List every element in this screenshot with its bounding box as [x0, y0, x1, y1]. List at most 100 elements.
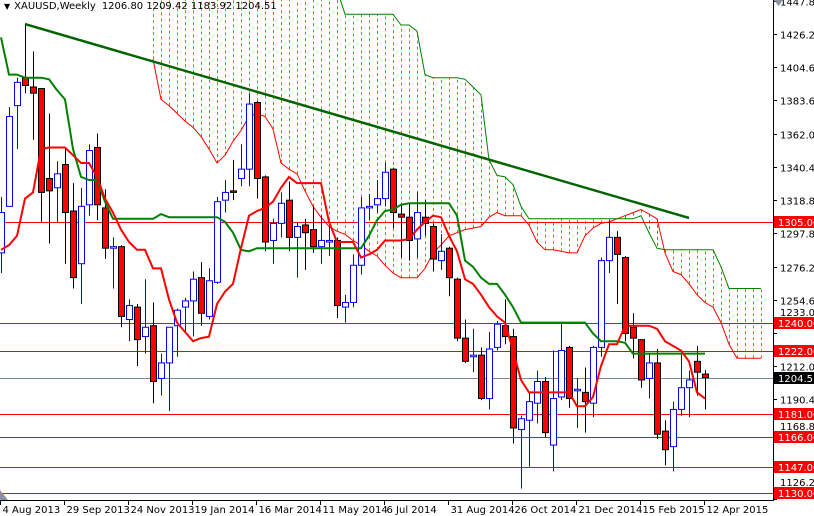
indicator-lines [0, 22, 706, 408]
candle-body [686, 379, 693, 389]
candle-body [342, 301, 349, 308]
bull-candle [158, 353, 165, 396]
price-tick-label: 1276.20 [780, 264, 814, 275]
candle-body [622, 257, 629, 334]
bull-candle [318, 215, 325, 264]
price-tick-label: 1254.60 [780, 297, 814, 308]
time-tick-label: 15 Feb 2015 [643, 505, 705, 516]
candle-body [126, 305, 133, 321]
candle-body [102, 207, 109, 249]
level-price-label: 1130.00 [778, 489, 814, 500]
price-tick-label: 1404.60 [780, 64, 814, 75]
bear-candle [462, 319, 469, 363]
bear-candle [630, 313, 637, 359]
bull-candle [350, 254, 357, 308]
price-tick-label: 1426.20 [780, 31, 814, 42]
ichimoku-cloud [152, 0, 762, 359]
candle-body [278, 202, 285, 224]
bear-candle [46, 113, 53, 244]
price-tick-label: 1340.40 [780, 164, 814, 175]
candle-body [14, 81, 21, 107]
bull-candle [342, 294, 349, 323]
senkou-span-b-line [339, 0, 761, 289]
bear-candle [302, 218, 309, 270]
bear-candle [430, 223, 437, 272]
bull-candle [494, 321, 501, 351]
time-tick-label: 12 Apr 2015 [707, 505, 769, 516]
candle-body [526, 401, 533, 421]
bull-candle [278, 192, 285, 238]
candle-body [598, 260, 605, 348]
bear-candle [638, 339, 645, 388]
candle-body [462, 337, 469, 362]
bear-candle [390, 167, 397, 229]
candle-body [486, 348, 493, 400]
bear-candle [542, 376, 549, 438]
candle-body [222, 191, 229, 201]
price-tick-label: 1297.80 [780, 230, 814, 241]
candle-body [38, 88, 45, 193]
candle-body [70, 210, 77, 279]
candle-body [246, 103, 253, 170]
candle-body [86, 150, 93, 206]
candle-body [510, 336, 517, 429]
candle-body [310, 229, 317, 248]
bull-candle [366, 193, 373, 221]
candle-body [478, 354, 485, 400]
bull-candle [110, 237, 117, 289]
level-price-tag [774, 317, 814, 329]
candle-body [350, 264, 357, 303]
bull-candle [438, 234, 445, 270]
candle-body [470, 354, 477, 358]
chart-shift-marker-icon[interactable] [774, 0, 783, 6]
level-price-label: 1240.00 [778, 319, 814, 330]
bear-candle [22, 23, 29, 94]
bear-candle [30, 51, 37, 140]
bear-candle [478, 347, 485, 401]
price-tick-label: 1168.80 [780, 422, 814, 433]
chart-end-marker-icon[interactable] [0, 490, 8, 500]
bull-candle [670, 401, 677, 472]
candle-body [206, 280, 213, 317]
bull-candle [190, 271, 197, 337]
candle-body [430, 226, 437, 260]
candle-body [46, 177, 53, 192]
bear-candle [662, 420, 669, 466]
candle-body [334, 239, 341, 307]
bear-candle [150, 302, 157, 404]
bear-candle [38, 88, 45, 222]
time-tick-label: 21 Dec 2014 [579, 505, 643, 516]
candle-body [214, 201, 221, 283]
candle-body [574, 388, 581, 392]
level-price-label: 1166.00 [778, 433, 814, 444]
candle-body [678, 387, 685, 410]
bull-candle [6, 107, 13, 207]
level-price-tag [774, 408, 814, 420]
bull-candle [470, 328, 477, 373]
bull-candle [326, 226, 333, 256]
triangle-down-icon[interactable]: ▼ [4, 2, 11, 11]
bear-candle [286, 181, 293, 252]
bear-candle [310, 206, 317, 253]
bull-candle [374, 180, 381, 213]
time-axis[interactable]: 4 Aug 2013 29 Sep 2013 24 Nov 2013 19 Jan 2… [0, 500, 769, 516]
bear-candle [582, 367, 589, 433]
time-tick-label: 31 Aug 2014 [451, 505, 515, 516]
bear-candle [62, 149, 69, 264]
bull-candle [142, 279, 149, 354]
candle-body [30, 86, 37, 94]
candle-body [182, 300, 189, 308]
bull-candle [78, 187, 85, 305]
candle-body [190, 278, 197, 302]
candle-body [694, 360, 701, 373]
price-axis[interactable]: 1447.80 1426.20 1404.60 1383.60 1362.00 1340.… [773, 0, 814, 500]
candles [0, 23, 709, 489]
price-tick-label: 1318.80 [780, 197, 814, 208]
bull-candle [0, 197, 5, 274]
candle-body [374, 198, 381, 206]
bull-candle [414, 192, 421, 258]
bear-candle [454, 277, 461, 342]
bear-candle [614, 231, 621, 305]
level-price-tag [774, 487, 814, 499]
